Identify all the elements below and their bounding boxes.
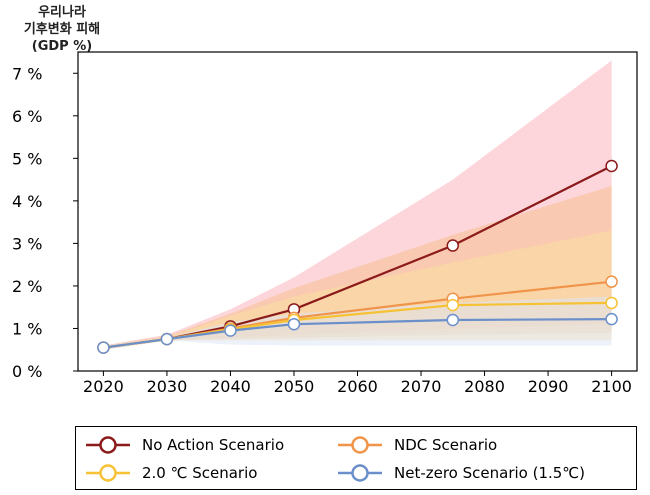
chart: 0 % 1 % 2 % 3 % 4 % 5 % 6 % 7 % 2020 2030 2040 205… xyxy=(12,51,638,396)
y-axis-label-line-3: (GDP %) xyxy=(31,39,93,54)
point-ndc-scenario-2100 xyxy=(605,275,618,288)
y-axis-label-line-2: 기후변화 피해 xyxy=(23,22,101,37)
x-tick-label-2100: 2100 xyxy=(591,377,632,396)
point-net-zero-scenario-1-5-2100 xyxy=(605,312,618,326)
y-axis-label: 우리나라 기후변화 피해 (GDP %) xyxy=(12,4,112,55)
x-tick-label-2020: 2020 xyxy=(83,377,124,396)
point-no-action-scenario-2075 xyxy=(446,239,460,252)
point-no-action-scenario-2100 xyxy=(605,159,618,173)
y-tick-label-4: 4 % xyxy=(12,192,42,211)
y-tick-label-1: 1 % xyxy=(12,319,42,338)
legend-marker-net-zero xyxy=(338,464,382,482)
line-net-zero-scenario-1-5 xyxy=(103,318,612,349)
y-tick-label-2: 2 % xyxy=(12,277,42,296)
point-net-zero-scenario-1-5-2020 xyxy=(97,341,110,354)
y-axis: 0 % 1 % 2 % 3 % 4 % 5 % 6 % 7 % xyxy=(12,64,78,381)
legend-label-no-action: No Action Scenario xyxy=(142,436,285,454)
y-tick-label-3: 3 % xyxy=(12,234,42,253)
legend-marker-no-action xyxy=(86,436,130,454)
legend-label-ndc: NDC Scenario xyxy=(394,436,498,454)
y-tick-label-0: 0 % xyxy=(12,362,42,381)
series-points xyxy=(97,159,618,354)
legend-marker-ndc xyxy=(338,436,382,454)
point-2-0-scenario-2075 xyxy=(446,298,460,312)
point-net-zero-scenario-1-5-2075 xyxy=(446,313,460,327)
y-axis-label-line-1: 우리나라 xyxy=(38,5,86,20)
legend-marker-2c xyxy=(86,464,130,482)
x-tick-label-2070: 2070 xyxy=(401,377,442,396)
x-tick-label-2040: 2040 xyxy=(210,377,251,396)
legend-item-ndc: NDC Scenario xyxy=(338,433,497,457)
y-tick-label-7: 7 % xyxy=(12,64,42,83)
x-tick-label-2090: 2090 xyxy=(528,377,569,396)
legend-label-2c: 2.0 ℃ Scenario xyxy=(142,464,258,482)
legend: No Action Scenario NDC Scenario 2.0 ℃ Sc… xyxy=(75,426,637,490)
x-tick-label-2030: 2030 xyxy=(147,377,188,396)
point-net-zero-scenario-1-5-2030 xyxy=(160,332,174,346)
x-tick-label-2060: 2060 xyxy=(337,377,378,396)
legend-item-2c: 2.0 ℃ Scenario xyxy=(86,461,257,485)
point-2-0-scenario-2100 xyxy=(605,296,618,310)
point-net-zero-scenario-1-5-2040 xyxy=(224,324,237,337)
legend-item-net-zero: Net-zero Scenario (1.5℃) xyxy=(338,461,585,485)
point-net-zero-scenario-1-5-2050 xyxy=(287,317,301,331)
series-lines xyxy=(103,165,613,349)
x-tick-label-2080: 2080 xyxy=(464,377,505,396)
x-axis: 2020 2030 2040 2050 2060 2070 2080 2090 2100 xyxy=(83,371,632,396)
legend-item-no-action: No Action Scenario xyxy=(86,433,284,457)
x-tick-label-2050: 2050 xyxy=(274,377,315,396)
y-tick-label-5: 5 % xyxy=(12,149,42,168)
legend-label-net-zero: Net-zero Scenario (1.5℃) xyxy=(394,464,586,482)
y-tick-label-6: 6 % xyxy=(12,107,42,126)
